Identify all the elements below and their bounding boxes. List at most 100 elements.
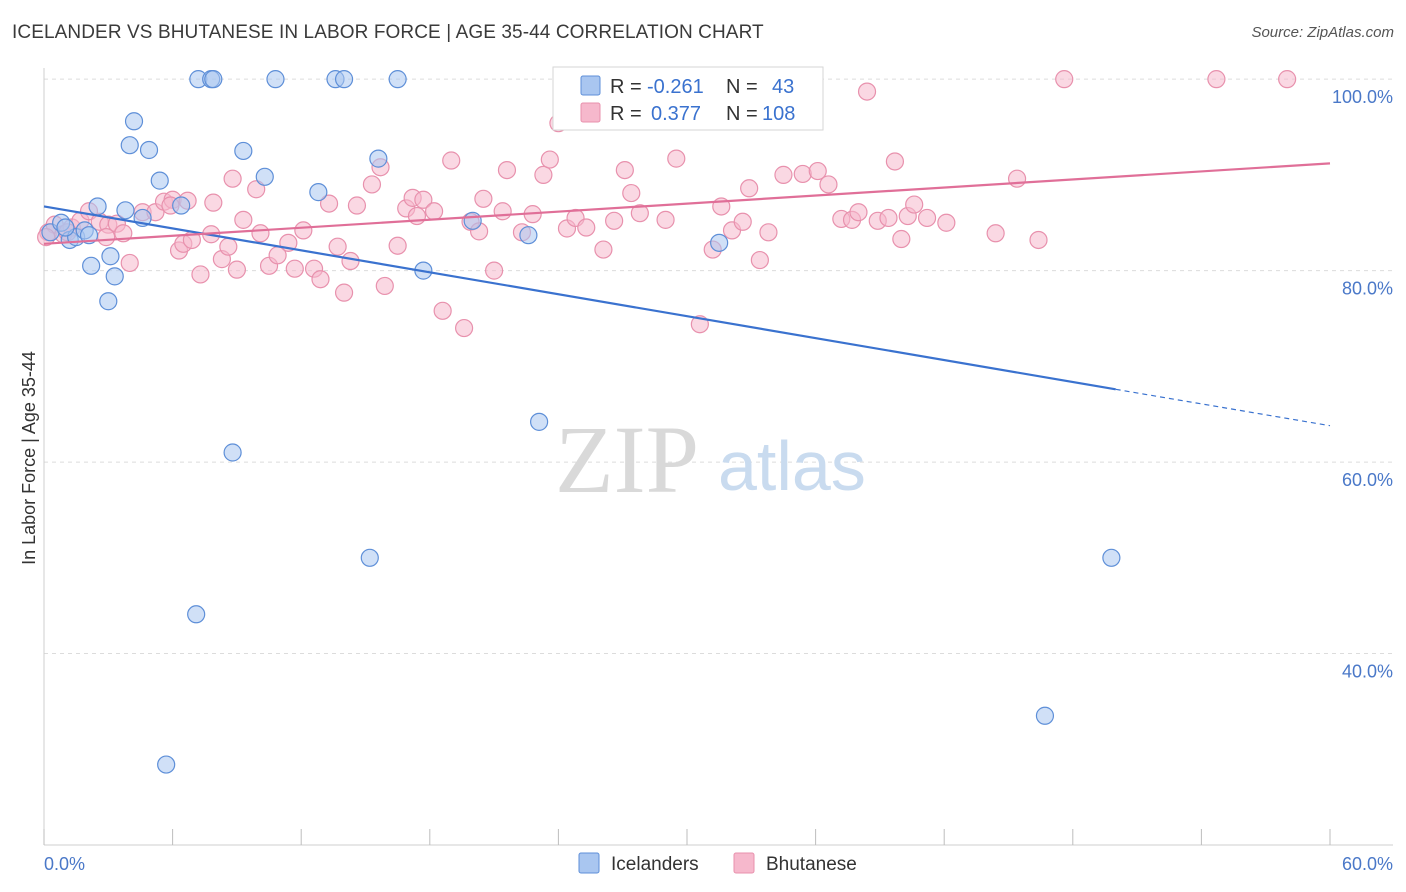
icelanders-point — [309, 183, 328, 202]
icelanders-point — [101, 247, 120, 266]
bhutanese-point — [622, 183, 641, 203]
icelanders-point — [1102, 548, 1121, 567]
icelanders-point — [157, 755, 176, 774]
bhutanese-point — [493, 202, 512, 221]
bhutanese-point — [294, 221, 313, 240]
icelanders-point — [388, 70, 407, 89]
bhutanese-point — [540, 150, 559, 169]
x-tick-label: 60.0% — [1342, 854, 1393, 874]
bhutanese-point — [774, 165, 793, 184]
bhutanese-point — [986, 224, 1005, 243]
bhutanese-point — [819, 175, 838, 194]
bhutanese-point — [334, 283, 354, 302]
bhutanese-point — [319, 194, 339, 213]
bhutanese-point — [234, 210, 253, 229]
bhutanese-point — [347, 196, 367, 215]
icelanders-point — [82, 256, 101, 275]
bhutanese-point — [219, 237, 238, 256]
legend-n-label-icelanders: N = — [726, 76, 758, 98]
bhutanese-point — [1007, 169, 1027, 188]
icelanders-point — [124, 112, 144, 131]
bhutanese-point — [937, 213, 956, 232]
bhutanese-point — [849, 203, 868, 222]
icelanders-point — [519, 226, 538, 245]
bhutanese-point — [97, 228, 116, 247]
bhutanese-point — [1207, 70, 1226, 89]
bhutanese-point — [442, 151, 461, 170]
x-tick-label: 0.0% — [44, 854, 85, 874]
icelanders-point — [266, 70, 285, 89]
bhutanese-point — [454, 318, 474, 338]
bhutanese-point — [605, 211, 624, 230]
bhutanese-point — [740, 179, 759, 198]
bhutanese-point — [594, 240, 613, 259]
stats-legend: R = -0.261 N = 43 R = 0.377 N = 108 — [552, 66, 824, 131]
icelanders-point — [56, 218, 75, 237]
bhutanese-point — [223, 169, 242, 188]
axes-layer: 40.0% 60.0% 80.0% 100.0% 0.0% 60.0% In Labor F… — [19, 68, 1393, 874]
bhutanese-point — [750, 250, 769, 270]
bhutanese-trend-line — [43, 162, 1331, 245]
legend-n-value-icelanders: 43 — [772, 76, 794, 98]
icelanders-point — [334, 70, 354, 89]
bhutanese-point — [191, 265, 210, 284]
icelanders-point — [120, 136, 139, 155]
legend-r-label-icelanders: R = — [610, 76, 642, 98]
bhutanese-point — [905, 195, 924, 214]
bhutanese-point — [630, 204, 649, 223]
bhutanese-point — [247, 180, 266, 199]
legend-n-label-bhutanese: N = — [726, 103, 758, 125]
bhutanese-point — [917, 208, 937, 228]
bhutanese-point — [667, 149, 686, 168]
icelanders-point — [1035, 706, 1055, 725]
icelanders-trend-extension — [1115, 388, 1331, 427]
icelanders-point — [369, 149, 388, 168]
bhutanese-point — [328, 237, 347, 256]
bhutanese-point — [577, 218, 596, 237]
icelanders-point — [105, 267, 124, 286]
icelanders-point — [172, 196, 191, 215]
bhutanese-point — [311, 270, 330, 289]
watermark-atlas: atlas — [718, 427, 866, 505]
icelanders-point — [360, 548, 379, 567]
bhutanese-point — [414, 190, 433, 209]
grid-layer — [44, 78, 1395, 655]
bhutanese-point — [879, 208, 898, 228]
bhutanese-point — [388, 236, 407, 255]
legend-r-value-icelanders: -0.261 — [647, 76, 704, 98]
bhutanese-point — [362, 175, 382, 194]
series-legend-label-icelanders: Icelanders — [611, 854, 699, 875]
icelanders-point — [223, 443, 242, 462]
icelanders-point — [99, 292, 118, 311]
bhutanese-point — [341, 251, 360, 271]
bhutanese-point — [857, 82, 877, 101]
icelanders-point — [530, 412, 549, 431]
chart-title: ICELANDER VS BHUTANESE IN LABOR FORCE | … — [12, 22, 764, 43]
bhutanese-point — [285, 259, 304, 278]
icelanders-point — [187, 605, 206, 624]
watermark-zip: ZIP — [555, 406, 699, 513]
icelanders-point — [710, 233, 729, 252]
trend-layer — [43, 162, 1331, 427]
icelanders-point — [88, 197, 107, 216]
y-tick-label: 80.0% — [1342, 279, 1393, 299]
bhutanese-point — [204, 193, 223, 212]
legend-r-value-bhutanese: 0.377 — [651, 103, 701, 125]
legend-r-label-bhutanese: R = — [610, 103, 642, 125]
bhutanese-point — [808, 161, 827, 181]
series-legend-swatch-bhutanese — [733, 852, 755, 874]
bhutanese-point — [885, 152, 905, 171]
source-label: Source: ZipAtlas.com — [1251, 24, 1394, 41]
icelanders-point — [79, 226, 99, 245]
icelanders-point — [255, 167, 274, 186]
bhutanese-point — [268, 246, 287, 265]
bhutanese-point — [1278, 70, 1297, 89]
y-tick-label: 40.0% — [1342, 662, 1393, 682]
legend-n-value-bhutanese: 108 — [762, 103, 795, 125]
bhutanese-point — [251, 224, 270, 243]
icelanders-point — [234, 141, 253, 161]
bhutanese-point — [120, 253, 139, 273]
y-axis-label: In Labor Force | Age 35-44 — [19, 351, 39, 565]
y-tick-label: 100.0% — [1332, 87, 1393, 107]
